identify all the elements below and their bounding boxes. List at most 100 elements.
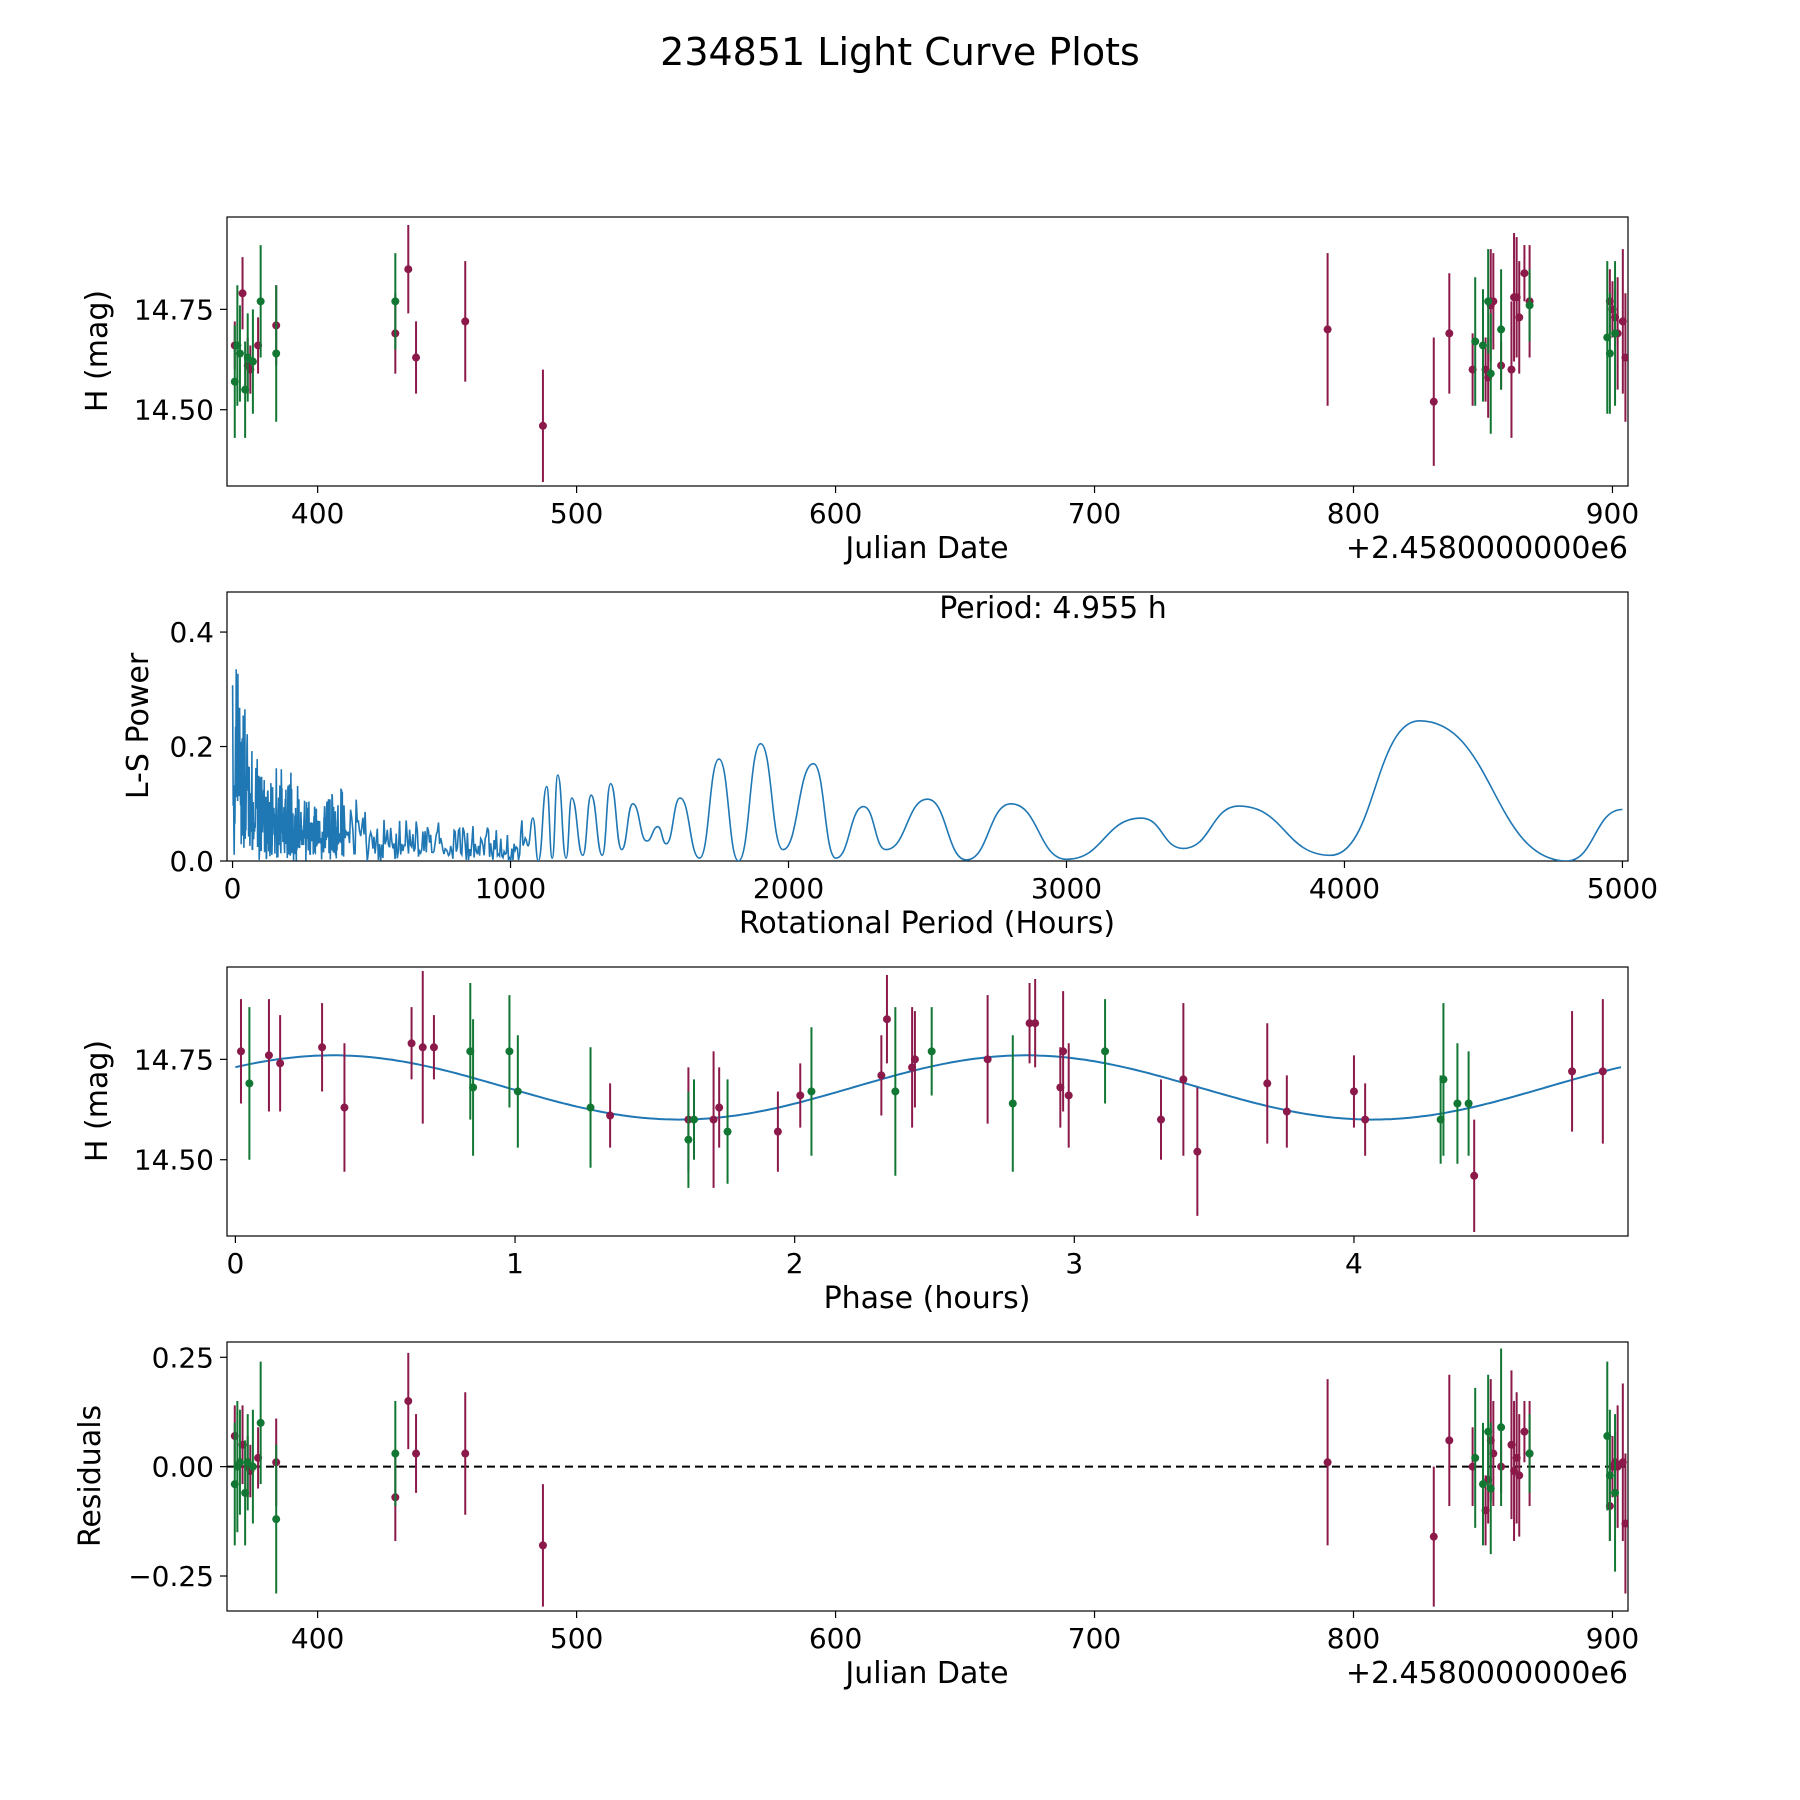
y-tick-label: 14.75 (134, 293, 214, 326)
data-marker (505, 1047, 514, 1056)
data-point (461, 261, 470, 382)
data-point (796, 1063, 805, 1128)
data-point (1349, 1055, 1358, 1128)
data-point (586, 1047, 595, 1168)
data-marker (1611, 329, 1620, 338)
lightcurve-plot-frame (226, 216, 1629, 487)
data-marker (796, 1091, 805, 1100)
data-point (1605, 1409, 1614, 1542)
data-point (723, 1079, 732, 1184)
data-point (418, 971, 427, 1124)
data-marker (1157, 1115, 1165, 1124)
data-marker (1323, 1458, 1332, 1467)
data-marker (1497, 325, 1506, 334)
data-marker (248, 357, 257, 366)
data-marker (1484, 297, 1493, 306)
data-marker (1429, 397, 1438, 406)
data-marker (1621, 353, 1628, 362)
data-point (236, 999, 245, 1104)
data-marker (586, 1103, 595, 1112)
data-marker (807, 1087, 816, 1096)
data-marker (1429, 1532, 1438, 1541)
data-point (407, 1007, 416, 1080)
x-tick-label: 3000 (1031, 872, 1102, 905)
data-marker (429, 1043, 438, 1052)
data-point (927, 1007, 936, 1096)
data-point (391, 1401, 400, 1507)
data-point (1611, 261, 1620, 406)
data-point (272, 285, 281, 422)
data-marker (1031, 1019, 1040, 1028)
data-point (807, 1027, 816, 1156)
y-tick-label: −0.25 (128, 1560, 214, 1593)
data-marker (773, 1127, 782, 1136)
y-tick-label: 14.75 (134, 1043, 214, 1076)
data-marker (1464, 1099, 1473, 1108)
y-tick-label: 14.50 (134, 1144, 214, 1177)
data-point (1605, 293, 1614, 414)
data-marker (272, 1515, 281, 1524)
data-point (1486, 313, 1495, 434)
data-point (538, 369, 547, 482)
y-tick-label: 0.25 (152, 1341, 214, 1374)
data-marker (1507, 365, 1516, 374)
data-marker (1515, 313, 1524, 322)
data-point (461, 1392, 470, 1515)
data-marker (891, 1087, 900, 1096)
data-point (1101, 999, 1110, 1104)
data-marker (1520, 269, 1529, 278)
x-tick-label: 2 (786, 1247, 804, 1280)
data-point (1484, 249, 1493, 354)
data-marker (1179, 1075, 1188, 1084)
data-point (238, 257, 247, 330)
phased-panel: 0 1 2 3 4 14.50 14.75 Phase (hours) H (mag) (80, 966, 1629, 1316)
x-tick-label: 700 (1068, 497, 1121, 530)
data-marker (1478, 341, 1487, 350)
data-marker (1605, 1471, 1614, 1480)
data-point (983, 995, 992, 1124)
data-point (412, 1414, 421, 1493)
data-marker (1282, 1107, 1291, 1116)
data-marker (1263, 1079, 1272, 1088)
data-marker (469, 1083, 478, 1092)
data-marker (1470, 1171, 1479, 1180)
x-tick-label: 800 (1327, 1622, 1380, 1655)
periodogram-marks (231, 669, 1623, 861)
data-point (264, 999, 273, 1112)
lightcurve-panel: 400 500 600 700 800 900 14.50 14.75 Julian Dat… (80, 216, 1639, 566)
x-tick-label: 600 (809, 1622, 862, 1655)
data-point (340, 1043, 349, 1172)
residuals-panel: 400 500 600 700 800 900 −0.25 0.00 0.25 Julian … (73, 1341, 1639, 1691)
data-point (1515, 261, 1524, 374)
phased-x-ticks: 0 1 2 3 4 (226, 1236, 1363, 1280)
residuals-y-ticks: −0.25 0.00 0.25 (128, 1341, 227, 1593)
x-tick-label: 400 (291, 497, 344, 530)
data-marker (404, 265, 413, 274)
data-marker (1059, 1047, 1068, 1056)
data-point (469, 1019, 478, 1156)
data-point (1497, 1348, 1506, 1507)
data-point (1507, 301, 1516, 438)
data-point (709, 1051, 718, 1188)
residuals-x-ticks: 400 500 600 700 800 900 (291, 1611, 1639, 1655)
x-tick-label: 0 (226, 1247, 244, 1280)
x-tick-label: 900 (1586, 497, 1639, 530)
phased-plot-frame (226, 966, 1629, 1237)
data-point (256, 1361, 265, 1485)
data-marker (538, 1541, 547, 1550)
data-marker (461, 1449, 470, 1458)
data-marker (391, 297, 400, 306)
x-tick-label: 3 (1065, 1247, 1083, 1280)
data-marker (1101, 1047, 1110, 1056)
x-tick-label: 900 (1586, 1622, 1639, 1655)
data-marker (983, 1055, 992, 1064)
data-point (538, 1484, 547, 1607)
data-marker (1008, 1099, 1017, 1108)
data-marker (1605, 349, 1614, 358)
lightcurve-x-label: Julian Date (843, 531, 1008, 566)
data-point (1525, 1414, 1534, 1493)
phased-marks (235, 971, 1622, 1232)
data-marker (1478, 1480, 1487, 1489)
lightcurve-x-ticks: 400 500 600 700 800 900 (291, 486, 1639, 530)
data-point (412, 321, 421, 394)
